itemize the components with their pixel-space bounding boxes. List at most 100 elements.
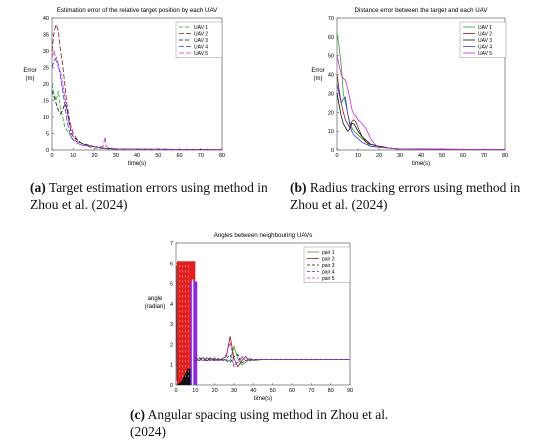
- x-tick-label: 60: [289, 388, 295, 394]
- y-tick-label: 7: [170, 241, 173, 247]
- y-tick-label: 3: [170, 322, 173, 328]
- legend-entry: pair 4: [322, 269, 335, 275]
- y-tick-label: 6: [170, 261, 173, 267]
- transient-streak: [191, 279, 194, 385]
- legend-entry: UAV 3: [478, 38, 492, 44]
- transient-fill-black: [176, 368, 191, 385]
- x-tick-label: 50: [155, 153, 161, 159]
- legend-entry: UAV 5: [194, 51, 208, 57]
- x-tick-label: 60: [176, 153, 182, 159]
- y-tick-label: 15: [43, 99, 49, 105]
- x-tick-label: 10: [355, 153, 361, 159]
- transient-band: [176, 261, 198, 385]
- x-tick-label: 70: [481, 153, 487, 159]
- legend-entry: UAV 1: [478, 25, 492, 31]
- legend-entry: UAV 2: [194, 31, 208, 37]
- y-tick-label: 50: [328, 54, 334, 60]
- series-line-3: [195, 354, 350, 364]
- x-axis-label: time(s): [412, 161, 430, 167]
- x-tick-label: 20: [91, 153, 97, 159]
- y-axis-label: Error: [311, 68, 324, 74]
- caption-b-text: Radius tracking errors using method in Z…: [290, 180, 521, 212]
- chart-1: Distance error between the target and ea…: [311, 7, 508, 167]
- y-tick-label: 5: [170, 282, 173, 288]
- x-tick-label: 10: [192, 388, 198, 394]
- y-tick-label: 70: [328, 16, 334, 22]
- x-tick-label: 50: [270, 388, 276, 394]
- series-line-4: [195, 353, 350, 368]
- legend-entry: pair 5: [322, 276, 335, 282]
- x-tick-label: 30: [397, 153, 403, 159]
- legend-entry: UAV 3: [194, 38, 208, 44]
- x-tick-label: 0: [174, 388, 177, 394]
- y-axis-label: angle: [148, 296, 163, 302]
- y-tick-label: 40: [43, 16, 49, 22]
- transient-fill-purple: [190, 281, 198, 385]
- legend-entry: UAV 4: [478, 44, 492, 50]
- legend-entry: UAV 2: [478, 31, 492, 37]
- legend-entry: UAV 4: [194, 44, 208, 50]
- y-tick-label: 0: [46, 148, 49, 154]
- series-line-5: [51, 49, 223, 151]
- series-line-5: [195, 342, 350, 366]
- x-tick-label: 70: [308, 388, 314, 394]
- x-tick-label: 0: [335, 153, 338, 159]
- x-tick-label: 80: [502, 153, 508, 159]
- y-tick-label: 60: [328, 35, 334, 41]
- x-tick-label: 80: [328, 388, 334, 394]
- y-tick-label: 0: [170, 383, 173, 389]
- transient-edge: [176, 265, 178, 381]
- legend-entry: pair 1: [322, 250, 335, 256]
- y-tick-label: 30: [328, 91, 334, 97]
- y-tick-label: 2: [170, 342, 173, 348]
- y-tick-label: 40: [328, 73, 334, 79]
- y-tick-label: 4: [170, 302, 173, 308]
- x-tick-label: 60: [460, 153, 466, 159]
- x-tick-label: 30: [231, 388, 237, 394]
- chart-title: Estimation error of the relative target …: [57, 7, 218, 14]
- legend-entry: pair 2: [322, 256, 335, 262]
- chart-0: Estimation error of the relative target …: [23, 7, 225, 167]
- x-tick-label: 20: [376, 153, 382, 159]
- series-line-3: [51, 90, 223, 151]
- x-tick-label: 10: [70, 153, 76, 159]
- x-axis-label: time(s): [254, 396, 272, 402]
- x-axis-label: time(s): [128, 161, 146, 167]
- caption-c-text: Angular spacing using method in Zhou et …: [130, 407, 389, 439]
- y-tick-label: 20: [328, 110, 334, 116]
- x-tick-label: 30: [113, 153, 119, 159]
- caption-b-label: (b): [290, 180, 307, 195]
- caption-a: (a) Target estimation errors using metho…: [30, 180, 270, 213]
- y-tick-label: 10: [328, 129, 334, 135]
- y-tick-label: 0: [331, 148, 334, 154]
- legend-entry: UAV 1: [194, 25, 208, 31]
- legend-entry: pair 3: [322, 263, 335, 269]
- x-tick-label: 20: [212, 388, 218, 394]
- x-tick-label: 70: [198, 153, 204, 159]
- y-axis-unit: (radian): [145, 304, 166, 310]
- x-tick-label: 90: [347, 388, 353, 394]
- legend-box: [175, 21, 223, 58]
- y-tick-label: 10: [43, 115, 49, 121]
- x-tick-label: 80: [219, 153, 225, 159]
- y-tick-label: 1: [170, 363, 173, 369]
- x-tick-label: 40: [418, 153, 424, 159]
- y-axis-unit: (m): [314, 76, 323, 82]
- y-axis-label: Error: [23, 68, 36, 74]
- caption-a-label: (a): [30, 180, 46, 195]
- legend-box: [303, 246, 351, 283]
- caption-c-label: (c): [130, 407, 145, 422]
- y-tick-label: 30: [43, 49, 49, 55]
- series-line-3: [336, 93, 506, 151]
- y-axis-unit: (m): [26, 76, 35, 82]
- y-tick-label: 25: [43, 66, 49, 72]
- series-line-1: [195, 345, 350, 366]
- chart-title: Distance error between the target and ea…: [355, 7, 489, 14]
- series-line-1: [51, 83, 223, 151]
- y-tick-label: 5: [46, 132, 49, 138]
- x-tick-label: 50: [439, 153, 445, 159]
